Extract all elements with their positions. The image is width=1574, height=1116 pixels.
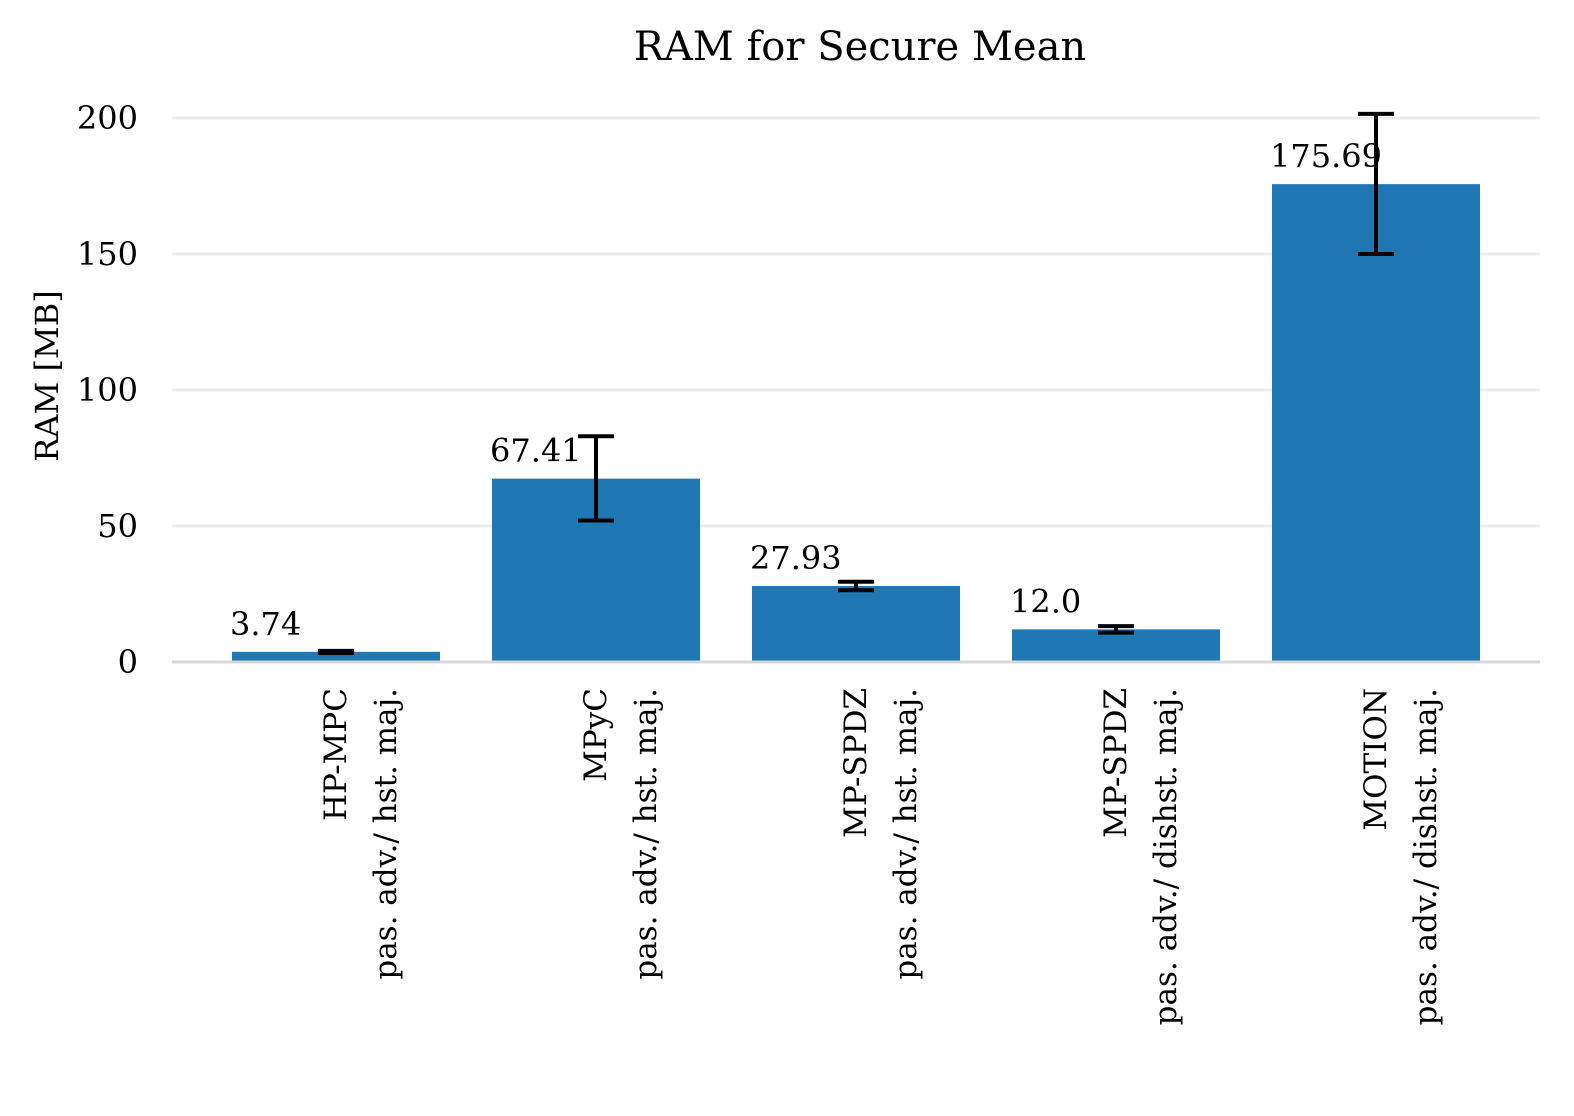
x-tick-label-setting: pas. adv./ hst. maj. [888, 688, 924, 980]
x-axis-ticks: HP-MPC pas. adv./ hst. maj. MPyC pas. adv./… [318, 688, 1444, 1025]
data-label: 175.69 [1270, 137, 1382, 175]
x-tick-label: HP-MPC pas. adv./ hst. maj. [318, 688, 404, 980]
bar [1012, 629, 1220, 662]
bar [232, 651, 440, 662]
data-label: 27.93 [750, 539, 842, 577]
data-label: 67.41 [490, 432, 582, 470]
y-axis-ticks: 0 50 100 150 200 [77, 99, 138, 681]
x-tick-label: MPyC pas. adv./ hst. maj. [578, 688, 664, 980]
y-tick-label: 0 [118, 643, 138, 681]
error-bars [318, 111, 1394, 656]
x-tick-label: MP-SPDZ pas. adv./ dishst. maj. [1098, 688, 1184, 1025]
x-tick-label-name: MPyC [578, 688, 614, 782]
bar [1272, 184, 1480, 662]
data-label: 12.0 [1010, 582, 1081, 620]
x-tick-label-setting: pas. adv./ hst. maj. [628, 688, 664, 980]
x-tick-label-setting: pas. adv./ hst. maj. [368, 688, 404, 980]
y-axis-label: RAM [MB] [28, 290, 66, 461]
x-tick-label: MP-SPDZ pas. adv./ hst. maj. [838, 688, 924, 980]
y-tick-label: 100 [77, 371, 138, 409]
x-tick-label-name: MOTION [1358, 688, 1394, 831]
bar [752, 586, 960, 662]
x-tick-label-setting: pas. adv./ dishst. maj. [1148, 688, 1184, 1025]
y-tick-label: 50 [97, 507, 138, 545]
y-tick-label: 200 [77, 99, 138, 137]
x-tick-label-name: MP-SPDZ [838, 688, 874, 838]
data-label: 3.74 [230, 605, 301, 643]
y-tick-label: 150 [77, 235, 138, 273]
x-tick-label-name: HP-MPC [318, 688, 354, 821]
data-labels: 3.74 67.41 27.93 12.0 175.69 [230, 137, 1382, 643]
x-tick-label-name: MP-SPDZ [1098, 688, 1134, 838]
chart-title: RAM for Secure Mean [634, 24, 1086, 70]
x-tick-label-setting: pas. adv./ dishst. maj. [1408, 688, 1444, 1025]
x-tick-label: MOTION pas. adv./ dishst. maj. [1358, 688, 1444, 1025]
